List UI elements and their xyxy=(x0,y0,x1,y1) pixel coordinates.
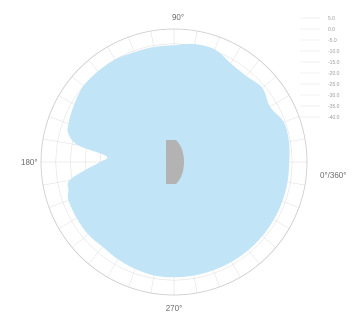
device-shape xyxy=(166,140,184,184)
angle-label-180: 180° xyxy=(21,158,38,167)
radial-tick-label: 0.0 xyxy=(328,27,335,33)
radial-tick-label: -40.0 xyxy=(328,115,340,121)
radial-tick-label: -35.0 xyxy=(328,104,340,110)
center-device-marker xyxy=(166,140,184,184)
radial-tick-label: -5.0 xyxy=(328,38,337,44)
outer-ring-circle xyxy=(40,28,308,296)
radial-tick-label: -30.0 xyxy=(328,93,340,99)
radial-tick-label: -25.0 xyxy=(328,82,340,88)
radial-tick-label: -10.0 xyxy=(328,49,340,55)
radial-tick-labels: 5.0 0.0 -5.0 -10.0 -15.0 -20.0 -25.0 -30.0 -35.0… xyxy=(300,16,340,121)
angle-label-270: 270° xyxy=(166,304,183,313)
angle-label-0: 0°/360° xyxy=(320,171,346,180)
angle-labels: 90° 180° 270° 0°/360° xyxy=(21,13,346,313)
angle-label-90: 90° xyxy=(172,13,184,22)
radial-tick-label: 5.0 xyxy=(328,16,335,22)
outer-ring xyxy=(40,28,308,296)
radial-tick-label: -15.0 xyxy=(328,60,340,66)
radial-tick-label: -20.0 xyxy=(328,71,340,77)
